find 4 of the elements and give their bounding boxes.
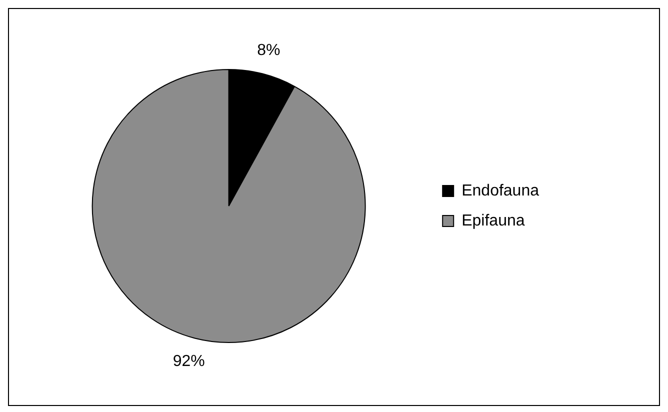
legend-label: Endofauna xyxy=(462,182,540,200)
data-label: 92% xyxy=(172,352,205,370)
data-label: 8% xyxy=(257,42,280,59)
legend-label: Epifauna xyxy=(462,212,525,230)
